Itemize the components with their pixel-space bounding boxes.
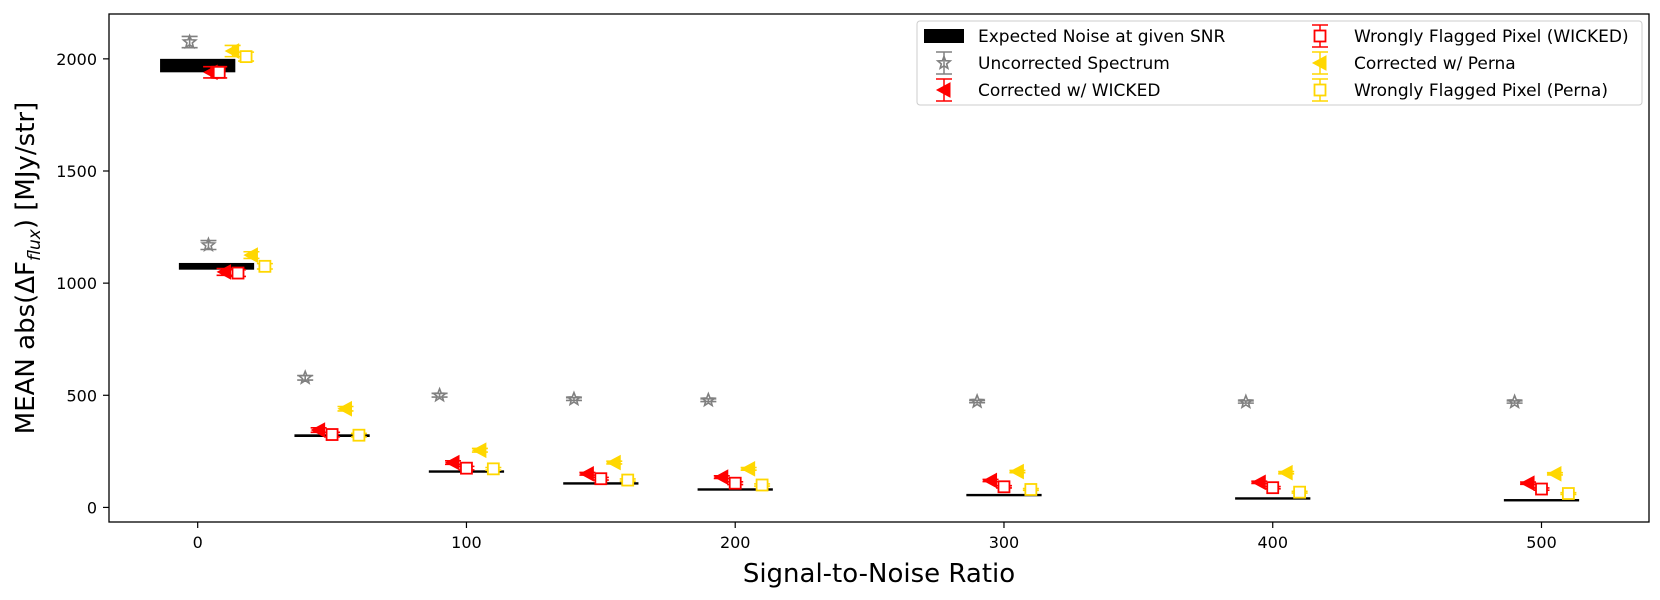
corrected-w-wicked-point [982,472,998,489]
corrected-w-perna-point [224,43,240,59]
y-axis-label-tail: ) [MJy/str] [11,102,41,229]
legend-wrongly-flagged-pixel-perna: Wrongly Flagged Pixel (Perna) [1312,78,1608,102]
legend-wrongly-flagged-pixel-perna-marker [1313,83,1327,97]
uncorrected-spectrum-point [968,392,986,409]
uncorrected-spectrum-point [1506,393,1523,410]
legend-wrongly-flagged-pixel-wicked-marker [1313,29,1327,43]
corrected-w-perna-point [337,400,353,417]
legend-wrongly-flagged-pixel-wicked-label: Wrongly Flagged Pixel (WICKED) [1354,27,1629,47]
corrected-w-wicked-point [310,422,326,438]
legend-corrected-w-perna-marker [1311,55,1327,71]
wrongly-flagged-pixel-perna-point [486,462,500,476]
y-tick-label: 500 [66,386,97,405]
expected-noise-bar [178,262,255,270]
x-tick-label: 200 [720,533,751,552]
wrongly-flagged-pixel-perna-point [1561,487,1575,500]
series-corrected-w-wicked [203,64,1537,492]
legend-corrected-w-wicked: Corrected w/ WICKED [935,78,1160,102]
y-axis: 0 500 1000 1500 2000 [56,50,109,517]
uncorrected-spectrum-point [700,391,717,408]
corrected-w-wicked-point [579,465,594,482]
wrongly-flagged-pixel-wicked-point [212,65,226,79]
uncorrected-spectrum-point [431,386,448,403]
y-tick-label: 1500 [56,162,97,181]
wrongly-flagged-pixel-wicked-point [1535,482,1548,496]
expected-noise-bar [966,493,1042,497]
y-axis-label-main: MEAN abs(ΔF [11,261,41,434]
x-tick-label: 0 [193,533,203,552]
corrected-w-wicked-point [713,469,729,485]
series-wrongly-flagged-pixel-wicked [211,65,1550,496]
legend-expected-noise-at-given-snr-label: Expected Noise at given SNR [978,27,1225,47]
y-tick-label: 2000 [56,50,97,69]
legend-uncorrected-spectrum-marker [935,54,953,71]
wrongly-flagged-pixel-perna-point [352,428,366,442]
wrongly-flagged-pixel-perna-point [621,473,635,487]
wrongly-flagged-pixel-wicked-point [997,480,1011,494]
series-expected-noise-at-given-snr [160,58,1580,502]
corrected-w-perna-point [1278,464,1293,481]
legend-expected-noise-at-given-snr: Expected Noise at given SNR [924,27,1225,47]
wrongly-flagged-pixel-perna-point [258,259,272,273]
legend-corrected-w-wicked-marker [935,82,951,98]
y-tick-label: 0 [87,498,97,517]
legend-corrected-w-perna-label: Corrected w/ Perna [1354,54,1516,74]
uncorrected-spectrum-point [200,236,217,253]
corrected-w-perna-point [243,247,258,263]
legend-uncorrected-spectrum: Uncorrected Spectrum [935,51,1170,75]
wrongly-flagged-pixel-perna-point [239,50,253,64]
uncorrected-spectrum-point [181,33,198,50]
corrected-w-perna-point [471,442,487,459]
series-corrected-w-perna [224,43,1563,482]
corrected-w-perna-point [606,454,621,471]
uncorrected-spectrum-point [296,369,314,385]
legend-expected-noise-at-given-snr-swatch [924,29,964,43]
expected-noise-bar [1235,497,1311,500]
corrected-w-perna-point [1546,465,1562,482]
x-tick-label: 500 [1526,533,1557,552]
y-axis-label-sub: flux [25,228,45,261]
x-axis: 0 100 200 300 400 500 [193,522,1557,552]
corrected-w-perna-point [740,461,756,477]
wrongly-flagged-pixel-wicked-point [231,266,245,280]
wrongly-flagged-pixel-perna-point [755,478,769,492]
x-axis-label: Signal-to-Noise Ratio [743,559,1015,589]
series-wrongly-flagged-pixel-perna [238,50,1577,500]
x-tick-label: 300 [989,533,1020,552]
expected-noise-bar [1503,499,1580,502]
x-tick-label: 400 [1257,533,1288,552]
legend-wrongly-flagged-pixel-wicked: Wrongly Flagged Pixel (WICKED) [1312,24,1629,48]
y-axis-label: MEAN abs(ΔFflux) [MJy/str] [11,102,45,434]
corrected-w-wicked-point [1520,475,1535,492]
wrongly-flagged-pixel-wicked-point [325,428,339,441]
wrongly-flagged-pixel-wicked-point [1266,481,1280,495]
x-tick-label: 100 [451,533,482,552]
legend-corrected-w-perna: Corrected w/ Perna [1311,51,1516,75]
y-tick-label: 1000 [56,274,97,293]
legend-uncorrected-spectrum-label: Uncorrected Spectrum [978,54,1170,74]
wrongly-flagged-pixel-wicked-point [594,472,608,486]
legend: Expected Noise at given SNR Uncorrected S… [916,20,1643,106]
plot-frame [108,13,1650,523]
wrongly-flagged-pixel-wicked-point [728,476,742,490]
legend-frame [916,20,1643,106]
wrongly-flagged-pixel-perna-point [1024,483,1038,496]
legend-corrected-w-wicked-label: Corrected w/ WICKED [978,81,1160,101]
wrongly-flagged-pixel-wicked-point [460,461,473,475]
corrected-w-wicked-point [216,264,232,280]
wrongly-flagged-pixel-perna-point [1293,485,1307,499]
corrected-w-wicked-point [444,454,460,471]
plot-marks [160,33,1580,502]
uncorrected-spectrum-point [565,390,583,407]
corrected-w-perna-point [1009,463,1024,480]
legend-wrongly-flagged-pixel-perna-label: Wrongly Flagged Pixel (Perna) [1354,81,1608,101]
uncorrected-spectrum-point [1237,393,1255,410]
series-uncorrected-spectrum [181,33,1523,410]
corrected-w-wicked-point [1251,474,1266,491]
